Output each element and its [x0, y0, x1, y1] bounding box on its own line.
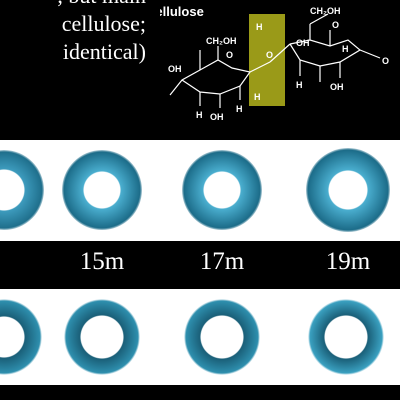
molecule-title: Cellulose [160, 4, 204, 19]
stain-band-top [0, 140, 400, 241]
stain-ring-top-1 [0, 150, 44, 230]
stain-ring-top-3 [182, 150, 262, 230]
atom-o-right-end: O [382, 56, 389, 66]
time-label-2: 15m [79, 248, 125, 275]
stain-ring-bottom-3 [184, 299, 260, 375]
atom-oh-right-2: OH [330, 82, 344, 92]
atom-h-link-1: H [254, 92, 261, 102]
caption-line-3: cellulose; [61, 11, 146, 36]
stain-band-bottom [0, 289, 400, 385]
bond-lines [169, 13, 381, 108]
atom-oh-left-1: OH [168, 64, 182, 74]
atom-labels: CH₂OH O OH OH H H O H H CH₂OH O OH H OH … [168, 6, 389, 122]
atom-oh-left-2: OH [210, 112, 224, 122]
stain-ring-bottom-1 [0, 299, 42, 375]
time-label-3: 17m [199, 248, 245, 275]
stain-ring-bottom-2 [64, 299, 140, 375]
caption-line-2: , but main [0, 0, 146, 10]
highlight-box [249, 14, 285, 106]
atom-h-left-2: H [236, 104, 243, 114]
stain-ring-top-2 [62, 150, 142, 230]
atom-o-left-ring: O [226, 50, 233, 60]
atom-oh-right-1: OH [296, 38, 310, 48]
atom-ch2oh-right: CH₂OH [310, 6, 341, 16]
cellulose-structure-diagram: Cellulose CH₂OH O OH OH H H O H H CH₂OH … [160, 4, 389, 122]
atom-h-link-2: H [256, 22, 263, 32]
stain-ring-top-4 [306, 148, 390, 232]
stain-ring-bottom-4 [308, 299, 384, 375]
atom-ch2oh-left: CH₂OH [206, 36, 237, 46]
atom-h-right-2: H [296, 80, 303, 90]
atom-h-right-1: H [342, 44, 349, 54]
atom-o-right-ring: O [332, 20, 339, 30]
time-label-4: 19m [325, 248, 371, 275]
caption-line-4: identical) [62, 39, 146, 64]
atom-h-left-1: H [196, 110, 203, 120]
atom-o-link: O [266, 50, 273, 60]
caption-text: , but main cellulose; identical) [0, 0, 146, 66]
